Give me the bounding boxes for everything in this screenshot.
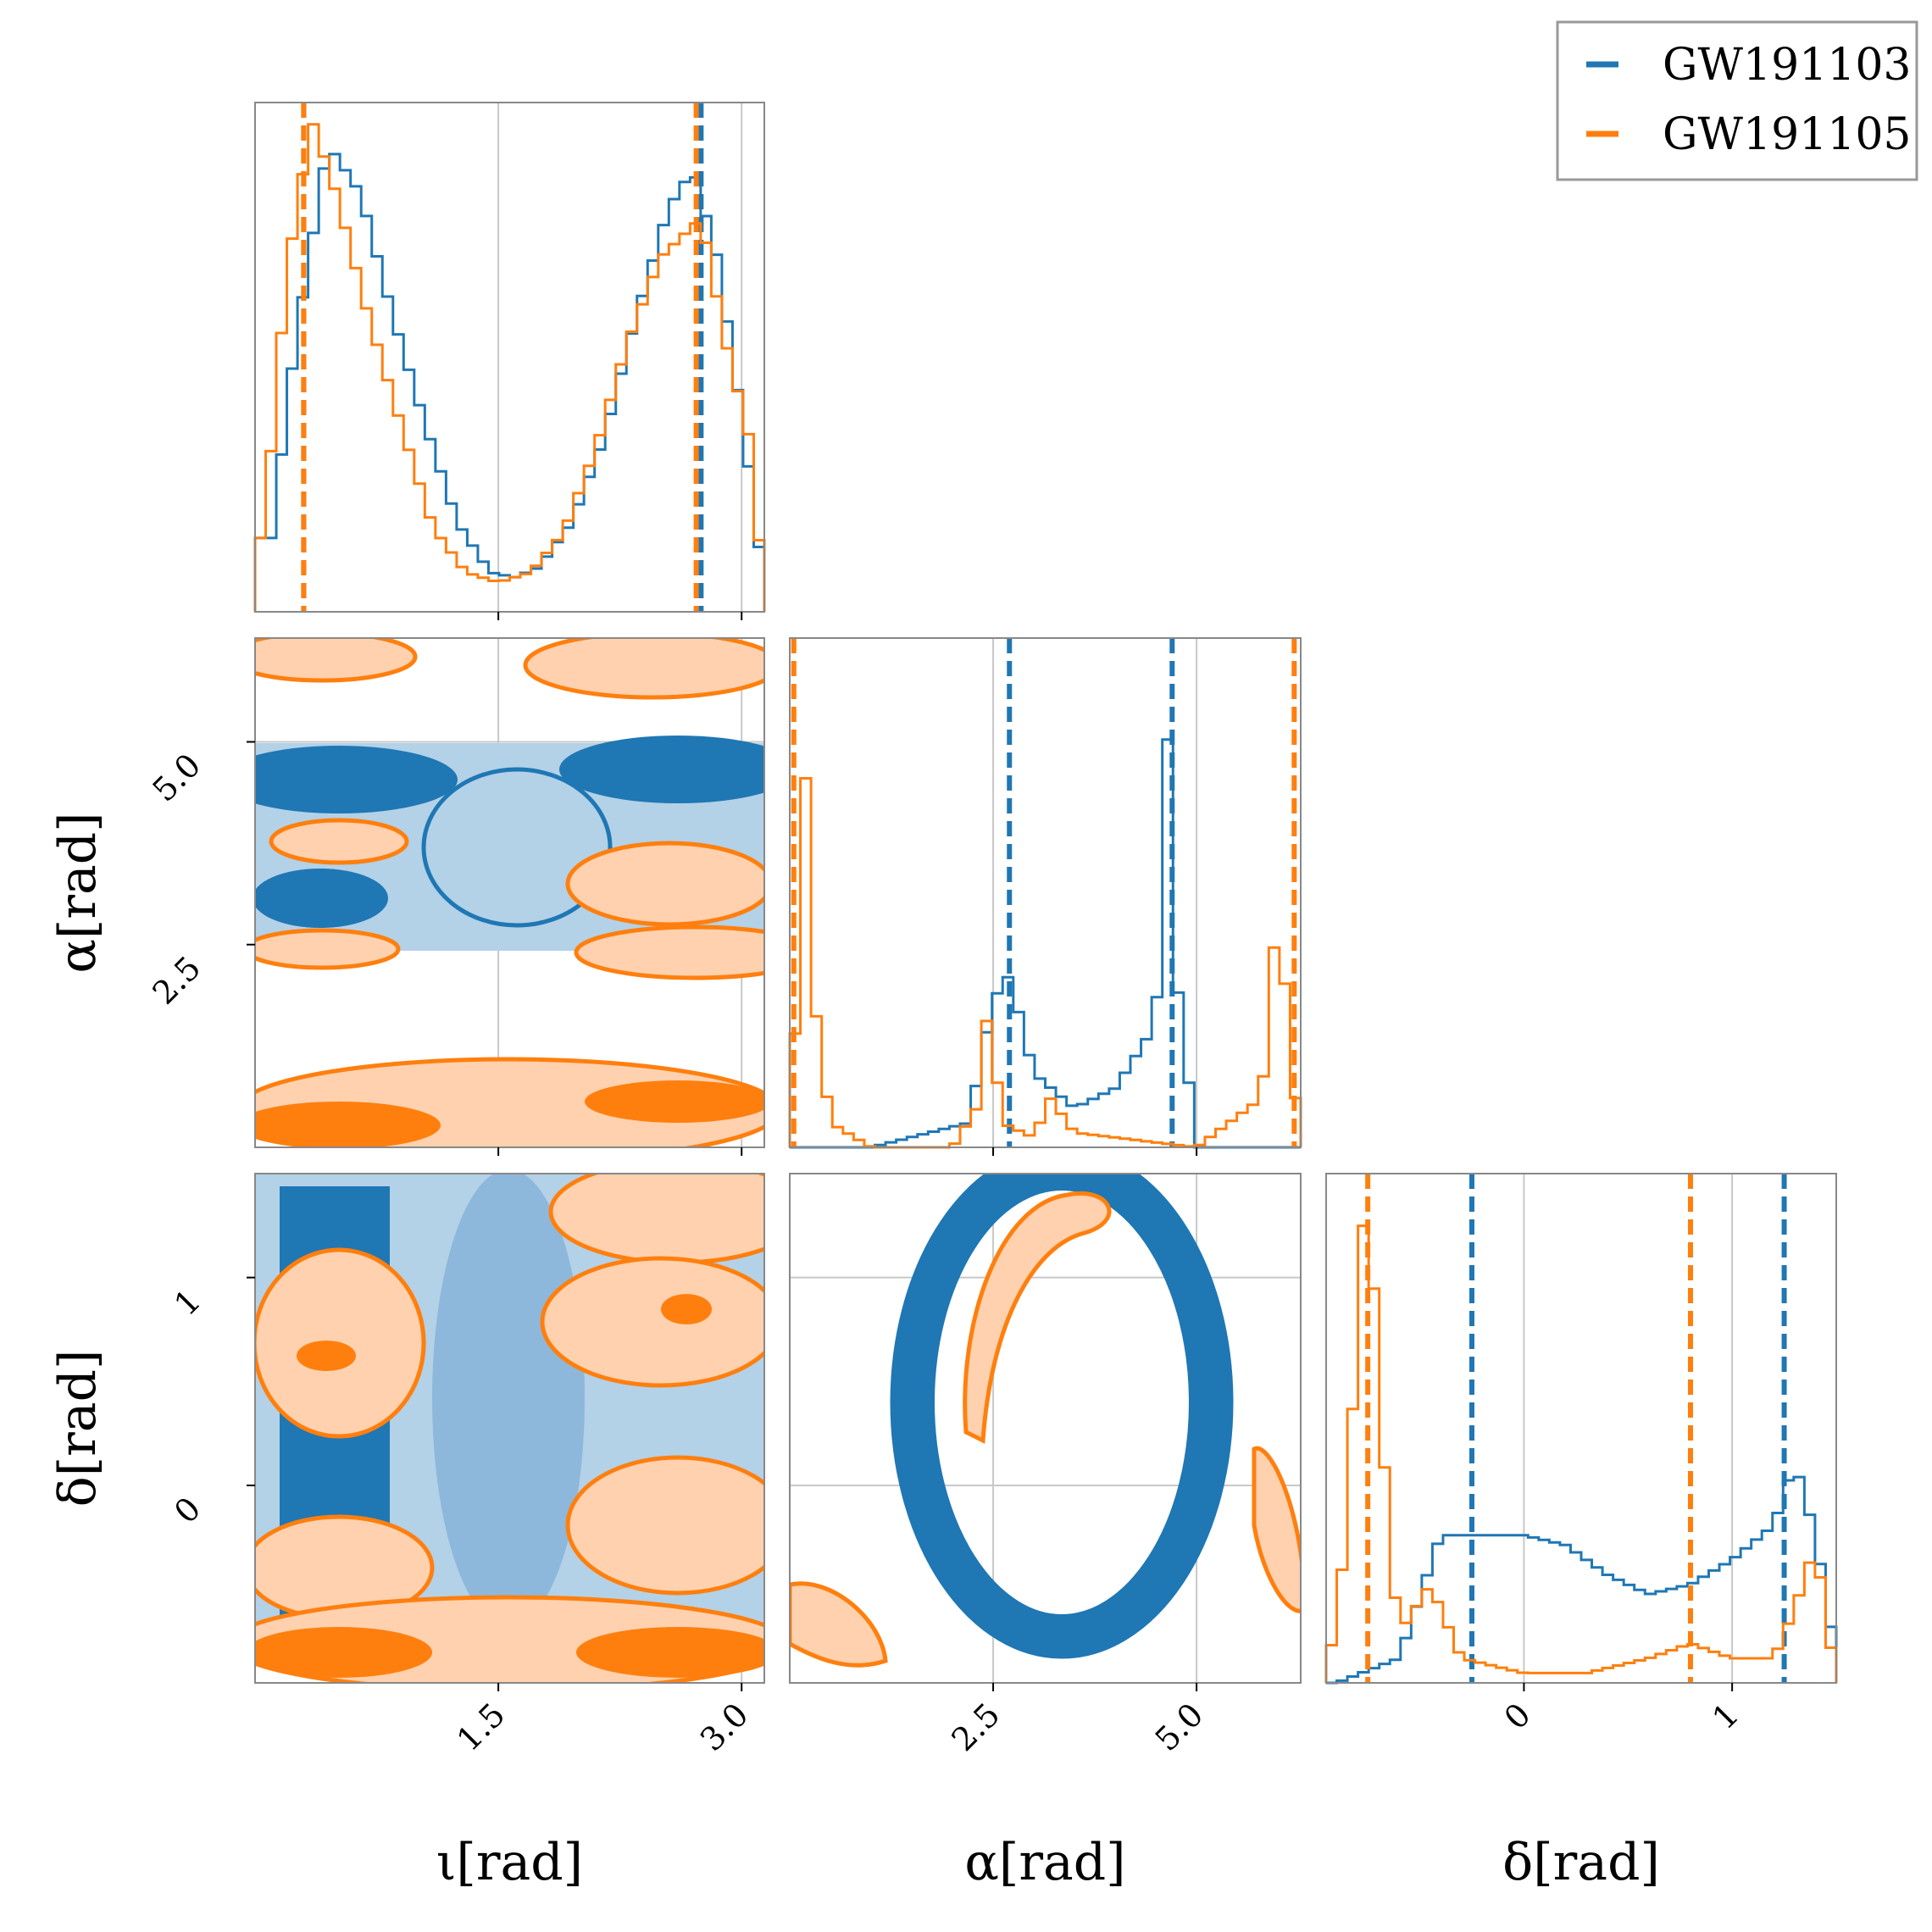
- density-core-gw191103: [255, 746, 458, 813]
- x-tick-label-delta: 1: [1705, 1696, 1746, 1736]
- legend: GW191103 GW191105: [1556, 20, 1918, 181]
- panel-frame: [789, 1173, 1302, 1684]
- x-axis-label-iota: ι[rad]: [436, 1833, 583, 1892]
- density-contour-gw191105: [269, 818, 409, 865]
- panel-frame: [254, 1173, 765, 1684]
- hist-delta-GW191105: [1324, 1224, 1838, 1683]
- density-core-gw191105: [576, 1627, 764, 1678]
- density-ring-gw191103: [892, 1174, 1231, 1657]
- panel-frame: [789, 637, 1302, 1148]
- density-contour-gw191103: [890, 1174, 1234, 1659]
- density-core-gw191105: [255, 1627, 432, 1678]
- hist-alpha-GW191103: [790, 738, 1301, 1149]
- y-axis-label-delta: δ[rad]: [48, 1350, 108, 1507]
- density-contour-gw191105: [790, 1581, 888, 1668]
- series-lines: [253, 103, 1838, 1685]
- legend-box: [1556, 20, 1918, 181]
- density-contour-gw191105: [574, 924, 764, 980]
- density-contour-gw191105: [565, 841, 764, 927]
- density-core-gw191105: [255, 1102, 441, 1147]
- hist-iota-GW191103: [253, 153, 766, 612]
- x-tick-label-delta: 0: [1497, 1696, 1538, 1736]
- density-core-gw191103: [255, 869, 388, 928]
- panel-frame: [254, 102, 765, 613]
- density-contour-gw191105: [565, 1455, 764, 1596]
- y-tick-label-alpha: 2.5: [146, 949, 208, 1012]
- density-contour-gw191105: [255, 928, 401, 970]
- x-tick-label-alpha: 5.0: [1148, 1696, 1211, 1758]
- x-axis-label-alpha: α[rad]: [964, 1833, 1125, 1892]
- density-scatter-gw191103: [432, 1174, 585, 1627]
- hist-alpha-GW191105: [788, 776, 1302, 1149]
- y-tick-label-delta: 1: [167, 1282, 208, 1323]
- panel-frames: [254, 102, 1837, 1684]
- density-core-gw191103: [559, 736, 764, 803]
- density-fills: [255, 638, 1301, 1683]
- y-tick-label-alpha: 5.0: [146, 747, 208, 809]
- panel-frame: [254, 637, 765, 1148]
- x-tick-label-iota: 1.5: [450, 1696, 513, 1758]
- density-contour-gw191105: [1252, 1446, 1301, 1613]
- density-contour-gw191105: [523, 638, 764, 700]
- legend-label-gw191105: GW191105: [1663, 109, 1912, 160]
- legend-label-gw191103: GW191103: [1663, 40, 1912, 91]
- y-axis-label-alpha: α[rad]: [48, 812, 108, 973]
- density-contour-gw191105: [963, 1191, 1112, 1444]
- hist-iota-GW191105: [253, 123, 766, 612]
- axis-labels: ι[rad] α[rad] δ[rad] α[rad] δ[rad]: [48, 812, 1660, 1892]
- panel-frame: [1325, 1173, 1837, 1684]
- density-core-gw191105: [585, 1080, 764, 1123]
- x-axis-label-delta: δ[rad]: [1502, 1833, 1660, 1892]
- hist-delta-GW191103: [1326, 1475, 1838, 1685]
- y-tick-label-delta: 0: [167, 1490, 208, 1530]
- density-contour-gw191105: [540, 1256, 764, 1388]
- density-contour-gw191103: [421, 767, 613, 928]
- x-tick-label-iota: 3.0: [693, 1696, 756, 1758]
- density-contour-gw191105: [548, 1174, 764, 1265]
- density-core-gw191105: [297, 1341, 356, 1371]
- density-core-gw191105: [661, 1294, 712, 1324]
- x-tick-label-alpha: 2.5: [945, 1696, 1008, 1758]
- density-contour-gw191105: [255, 638, 418, 683]
